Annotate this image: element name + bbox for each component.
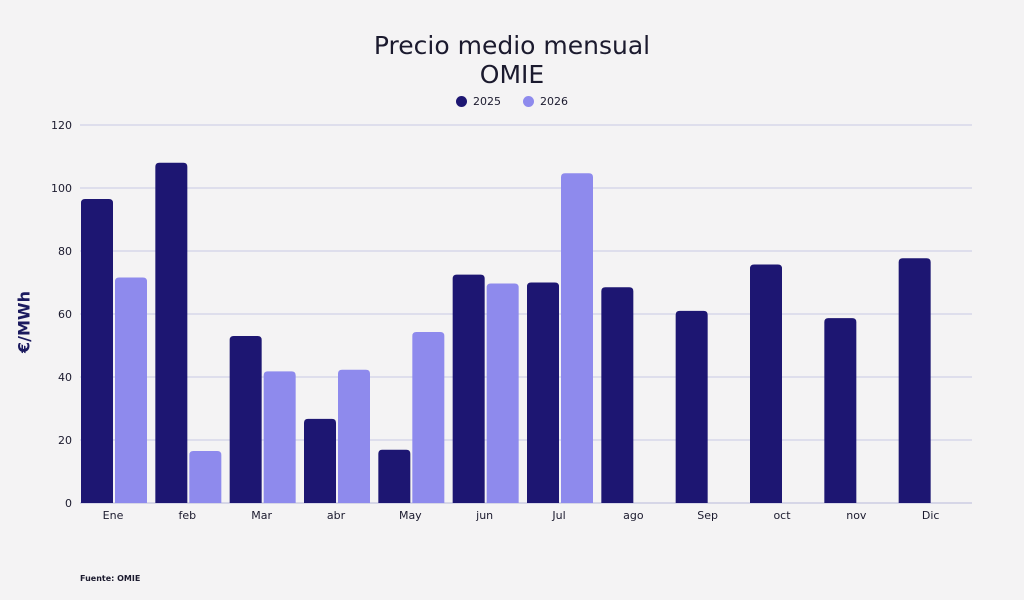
x-tick-label: May — [399, 509, 422, 522]
y-tick-label: 60 — [58, 308, 72, 321]
bar-2026-May — [412, 331, 445, 503]
x-tick-label: Jul — [551, 509, 565, 522]
legend-swatch-2025 — [456, 96, 467, 107]
legend-label-2025: 2025 — [473, 95, 501, 108]
y-tick-label: 0 — [65, 497, 72, 510]
bar-2025-ago — [601, 287, 634, 503]
y-tick-label: 120 — [51, 119, 72, 132]
bar-2025-Dic — [898, 258, 931, 503]
bar-2025-May — [378, 449, 411, 503]
chart-title: Precio medio mensual — [373, 31, 651, 60]
x-tick-label: feb — [179, 509, 197, 522]
x-tick-label: Sep — [697, 509, 718, 522]
bar-2025-Jul — [527, 282, 559, 503]
bar-2026-abr — [338, 369, 370, 503]
chart-legend: 2025 2026 — [0, 95, 1024, 108]
x-tick-label: ago — [623, 509, 644, 522]
x-tick-label: Mar — [251, 509, 272, 522]
bar-2025-feb — [155, 162, 188, 504]
y-tick-label: 40 — [58, 371, 72, 384]
legend-item-2025: 2025 — [456, 95, 501, 108]
bar-2025-oct — [750, 264, 782, 503]
x-tick-label: jun — [475, 509, 493, 522]
bar-2025-jun — [452, 274, 485, 503]
legend-label-2026: 2026 — [540, 95, 568, 108]
bar-2026-Jul — [561, 173, 593, 503]
bar-2025-Ene — [81, 199, 113, 503]
x-tick-label: abr — [327, 509, 346, 522]
bar-2026-jun — [486, 283, 519, 503]
bar-2025-abr — [304, 418, 336, 503]
bar-2026-Ene — [115, 277, 147, 503]
chart-subtitle: OMIE — [479, 60, 545, 89]
x-tick-label: oct — [773, 509, 791, 522]
bar-2026-Mar — [263, 371, 296, 503]
legend-swatch-2026 — [523, 96, 534, 107]
x-tick-label: Dic — [922, 509, 940, 522]
legend-item-2026: 2026 — [523, 95, 568, 108]
source-note: Fuente: OMIE — [80, 574, 141, 583]
x-tick-label: nov — [846, 509, 867, 522]
y-tick-label: 20 — [58, 434, 72, 447]
x-tick-label: Ene — [103, 509, 124, 522]
bar-2026-feb — [189, 451, 222, 503]
bar-2025-nov — [824, 318, 857, 503]
y-tick-label: 80 — [58, 245, 72, 258]
bar-2025-Sep — [675, 310, 708, 503]
y-tick-label: 100 — [51, 182, 72, 195]
bar-2025-Mar — [229, 336, 262, 503]
